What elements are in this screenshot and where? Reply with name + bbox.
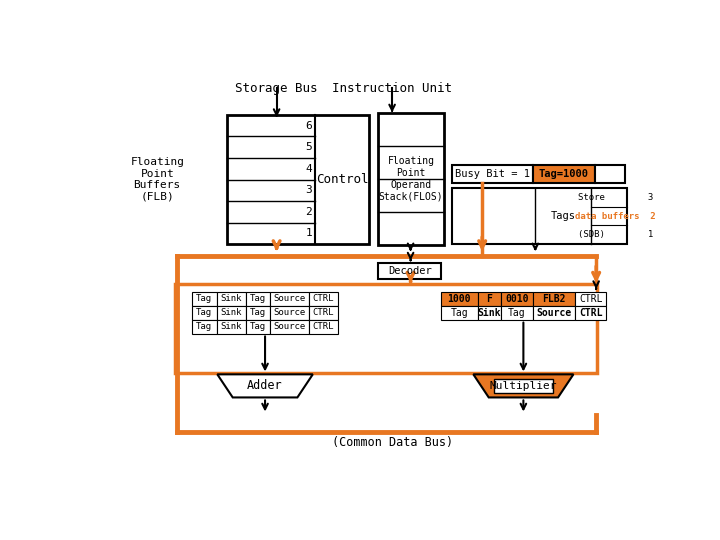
Bar (217, 292, 246, 306)
Text: Source: Source (274, 308, 306, 317)
Text: Tag=1000: Tag=1000 (539, 169, 589, 179)
Bar (309, 292, 338, 306)
Bar (271, 320, 309, 334)
Text: Tag: Tag (508, 308, 526, 318)
Bar (477, 292, 500, 306)
Bar (217, 320, 246, 334)
Text: Tag: Tag (196, 308, 212, 317)
Text: Tag: Tag (250, 322, 266, 331)
Polygon shape (473, 374, 573, 397)
Bar (192, 320, 217, 334)
Text: Floating
Point
Operand
Stack(FLOS): Floating Point Operand Stack(FLOS) (379, 157, 444, 201)
Bar (500, 306, 533, 320)
Bar (575, 306, 606, 320)
Bar (217, 306, 246, 320)
Text: data buffers  2: data buffers 2 (575, 212, 656, 221)
Text: 4: 4 (305, 164, 312, 174)
Text: 0010: 0010 (505, 294, 528, 304)
Text: Sink: Sink (477, 308, 501, 318)
Text: Instruction Unit: Instruction Unit (332, 82, 452, 94)
Text: 1000: 1000 (447, 294, 471, 304)
Text: Floating
Point
Buffers
(FLB): Floating Point Buffers (FLB) (130, 157, 184, 202)
Bar (494, 379, 553, 393)
Text: Sink: Sink (220, 294, 242, 303)
Bar (533, 292, 575, 306)
Text: Adder: Adder (247, 380, 283, 393)
Bar (533, 165, 595, 183)
Text: Tags: Tags (551, 211, 575, 221)
Polygon shape (217, 374, 312, 397)
Bar (500, 292, 533, 306)
Text: 6: 6 (305, 120, 312, 131)
Text: Busy Bit = 1: Busy Bit = 1 (455, 169, 530, 179)
Text: Storage Bus: Storage Bus (235, 82, 318, 94)
Text: (Common Data Bus): (Common Data Bus) (331, 436, 453, 449)
Text: Multiplier: Multiplier (490, 381, 557, 391)
Bar (309, 306, 338, 320)
Text: CTRL: CTRL (312, 294, 334, 303)
Text: F: F (486, 294, 492, 304)
Text: Sink: Sink (220, 308, 242, 317)
Bar (246, 292, 271, 306)
Text: Tag: Tag (196, 322, 212, 331)
Text: Source: Source (274, 294, 306, 303)
Bar (575, 292, 606, 306)
Text: Source: Source (536, 308, 572, 318)
Text: Control: Control (316, 173, 369, 186)
Bar (595, 165, 626, 183)
Bar (477, 306, 500, 320)
Text: Source: Source (274, 322, 306, 331)
Bar (452, 188, 627, 244)
Text: 5: 5 (305, 142, 312, 152)
Text: CTRL: CTRL (579, 308, 603, 318)
Bar (309, 320, 338, 334)
Text: Decoder: Decoder (388, 266, 432, 276)
Bar (271, 292, 309, 306)
Text: Store        3: Store 3 (577, 193, 653, 202)
Text: Tag: Tag (250, 308, 266, 317)
Text: Tag: Tag (450, 308, 468, 318)
Text: CTRL: CTRL (312, 322, 334, 331)
Bar (378, 264, 441, 279)
Text: (SDB)        1: (SDB) 1 (577, 231, 653, 239)
Bar (271, 306, 309, 320)
Text: Tag: Tag (196, 294, 212, 303)
Text: FLB2: FLB2 (542, 294, 566, 304)
Bar (192, 292, 217, 306)
Bar (452, 165, 533, 183)
Bar (441, 292, 477, 306)
Text: CTRL: CTRL (312, 308, 334, 317)
Text: 2: 2 (305, 207, 312, 217)
Bar (227, 115, 369, 244)
Text: Sink: Sink (220, 322, 242, 331)
Bar (246, 306, 271, 320)
Bar (175, 284, 597, 373)
Bar (192, 306, 217, 320)
Bar (441, 306, 477, 320)
Text: 1: 1 (305, 228, 312, 239)
Text: Tag: Tag (250, 294, 266, 303)
Bar (246, 320, 271, 334)
Text: 3: 3 (305, 185, 312, 195)
Bar (533, 306, 575, 320)
Bar (378, 112, 444, 245)
Text: CTRL: CTRL (579, 294, 603, 304)
